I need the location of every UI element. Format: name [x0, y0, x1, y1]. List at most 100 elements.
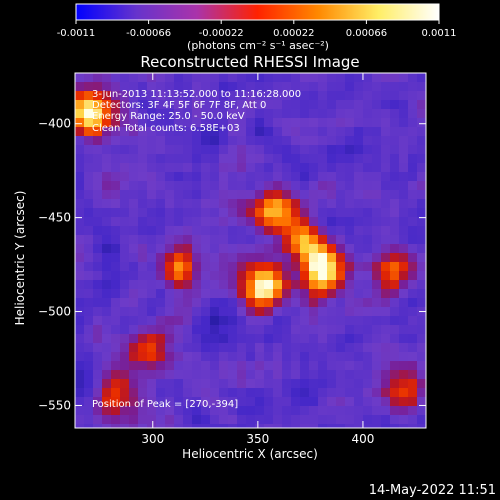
heatmap-cell: [327, 145, 337, 155]
heatmap-cell: [264, 217, 274, 227]
heatmap-cell: [111, 91, 121, 101]
heatmap-cell: [282, 118, 292, 128]
heatmap-cell: [390, 289, 400, 299]
heatmap-cell: [336, 235, 346, 245]
heatmap-cell: [309, 424, 319, 428]
heatmap-cell: [246, 307, 256, 317]
heatmap-cell: [390, 154, 400, 164]
heatmap-cell: [93, 82, 103, 92]
heatmap-cell: [309, 100, 319, 110]
heatmap-cell: [372, 208, 382, 218]
heatmap-cell: [255, 379, 265, 389]
heatmap-cell: [183, 424, 193, 428]
heatmap-cell: [327, 424, 337, 428]
heatmap-cell: [219, 424, 229, 428]
heatmap-cell: [210, 298, 220, 308]
heatmap-cell: [309, 262, 319, 272]
heatmap-cell: [237, 388, 247, 398]
heatmap-cell: [327, 100, 337, 110]
heatmap-cell: [372, 118, 382, 128]
heatmap-cell: [237, 91, 247, 101]
heatmap-cell: [165, 388, 175, 398]
heatmap-cell: [399, 307, 409, 317]
heatmap-cell: [255, 163, 265, 173]
heatmap-cell: [156, 82, 166, 92]
heatmap-cell: [345, 406, 355, 416]
heatmap-cell: [399, 406, 409, 416]
heatmap-cell: [327, 154, 337, 164]
heatmap-cell: [345, 415, 355, 425]
heatmap-cell: [174, 298, 184, 308]
heatmap-cell: [399, 226, 409, 236]
heatmap-cell: [120, 199, 130, 209]
heatmap-cell: [282, 145, 292, 155]
heatmap-cell: [255, 325, 265, 335]
heatmap-cell: [156, 145, 166, 155]
heatmap-cell: [129, 325, 139, 335]
heatmap-cell: [345, 172, 355, 182]
heatmap-cell: [399, 73, 409, 83]
heatmap-cell: [111, 208, 121, 218]
heatmap-cell: [138, 379, 148, 389]
heatmap-cell: [210, 163, 220, 173]
heatmap-cell: [246, 406, 256, 416]
heatmap-cell: [93, 424, 103, 428]
heatmap-cell: [318, 109, 328, 119]
heatmap-cell: [264, 145, 274, 155]
heatmap-cell: [246, 352, 256, 362]
heatmap-cell: [255, 100, 265, 110]
heatmap-cell: [399, 127, 409, 137]
heatmap-cell: [318, 208, 328, 218]
heatmap-cell: [318, 379, 328, 389]
heatmap-cell: [156, 343, 166, 353]
heatmap-cell: [156, 307, 166, 317]
heatmap-cell: [120, 406, 130, 416]
heatmap-cell: [309, 244, 319, 254]
heatmap-cell: [318, 145, 328, 155]
heatmap-cell: [408, 262, 418, 272]
heatmap-cell: [417, 370, 426, 380]
heatmap-cell: [264, 235, 274, 245]
heatmap-cell: [327, 91, 337, 101]
heatmap-cell: [264, 370, 274, 380]
heatmap-cell: [156, 127, 166, 137]
heatmap-cell: [417, 244, 426, 254]
heatmap-cell: [273, 280, 283, 290]
heatmap-cell: [138, 352, 148, 362]
heatmap-cell: [354, 217, 364, 227]
heatmap-cell: [390, 388, 400, 398]
heatmap-cell: [246, 154, 256, 164]
heatmap-cell: [354, 127, 364, 137]
heatmap-cell: [354, 145, 364, 155]
heatmap-cell: [273, 145, 283, 155]
heatmap-cell: [291, 298, 301, 308]
heatmap-cell: [93, 100, 103, 110]
heatmap-cell: [273, 82, 283, 92]
heatmap-cell: [381, 289, 391, 299]
heatmap-cell: [264, 379, 274, 389]
heatmap-cell: [93, 271, 103, 281]
heatmap-cell: [111, 163, 121, 173]
heatmap-cell: [129, 406, 139, 416]
heatmap-cell: [363, 334, 373, 344]
heatmap-cell: [192, 226, 202, 236]
heatmap-cell: [147, 334, 157, 344]
heatmap-cell: [237, 334, 247, 344]
heatmap-cell: [228, 289, 238, 299]
heatmap-cell: [309, 370, 319, 380]
heatmap-cell: [246, 289, 256, 299]
heatmap-cell: [84, 271, 94, 281]
heatmap-cell: [147, 361, 157, 371]
heatmap-cell: [291, 334, 301, 344]
heatmap-cell: [111, 406, 121, 416]
heatmap-cell: [408, 307, 418, 317]
heatmap-cell: [174, 73, 184, 83]
heatmap-cell: [417, 199, 426, 209]
heatmap-cell: [381, 181, 391, 191]
heatmap-cell: [390, 253, 400, 263]
heatmap-cell: [255, 136, 265, 146]
heatmap-cell: [282, 154, 292, 164]
heatmap-cell: [291, 172, 301, 182]
heatmap-cell: [84, 163, 94, 173]
heatmap-cell: [273, 388, 283, 398]
